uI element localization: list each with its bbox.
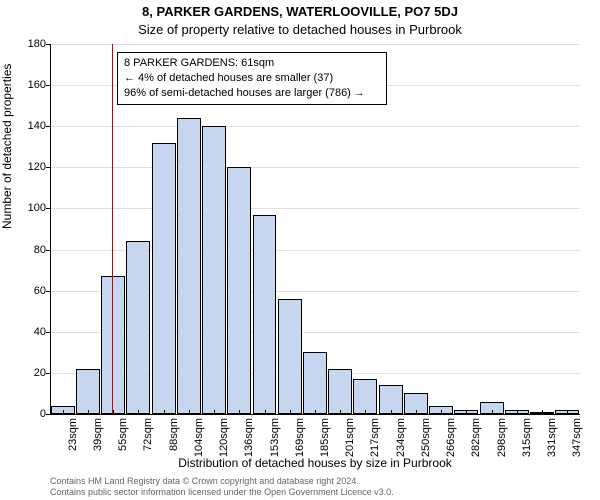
y-axis: 020406080100120140160180 (0, 44, 50, 414)
x-tick-label: 120sqm (218, 418, 230, 457)
x-tick-mark (63, 410, 64, 414)
info-box: 8 PARKER GARDENS: 61sqm← 4% of detached … (117, 52, 387, 105)
y-axis-line (50, 44, 51, 414)
x-tick-mark (567, 410, 568, 414)
x-tick-label: 315sqm (521, 418, 533, 457)
bar-slot (429, 44, 454, 414)
y-tick-label: 80 (6, 244, 46, 256)
x-tick-mark (189, 410, 190, 414)
x-tick-mark (391, 410, 392, 414)
x-tick-mark (164, 410, 165, 414)
x-tick-label: 72sqm (142, 418, 154, 451)
bar-slot (403, 44, 428, 414)
x-tick-mark (517, 410, 518, 414)
x-tick-mark (214, 410, 215, 414)
chart-title: 8, PARKER GARDENS, WATERLOOVILLE, PO7 5D… (0, 4, 600, 19)
x-tick-mark (113, 410, 114, 414)
x-tick-mark (138, 410, 139, 414)
plot-area: 8 PARKER GARDENS: 61sqm← 4% of detached … (50, 44, 580, 414)
y-tick-label: 40 (6, 326, 46, 338)
x-tick-label: 153sqm (269, 418, 281, 457)
bar (152, 143, 176, 414)
x-tick-mark (542, 410, 543, 414)
y-tick-label: 140 (6, 120, 46, 132)
bar-slot (530, 44, 555, 414)
x-tick-mark (315, 410, 316, 414)
y-tick-label: 160 (6, 79, 46, 91)
x-tick-mark (441, 410, 442, 414)
info-box-line: 8 PARKER GARDENS: 61sqm (124, 56, 380, 71)
x-tick-label: 88sqm (168, 418, 180, 451)
x-tick-label: 347sqm (571, 418, 583, 457)
attribution-line: Contains HM Land Registry data © Crown c… (50, 476, 394, 487)
x-tick-label: 136sqm (243, 418, 255, 457)
chart-container: 8, PARKER GARDENS, WATERLOOVILLE, PO7 5D… (0, 0, 600, 500)
y-tick-label: 180 (6, 38, 46, 50)
x-tick-label: 282sqm (470, 418, 482, 457)
x-tick-label: 185sqm (319, 418, 331, 457)
x-tick-label: 266sqm (445, 418, 457, 457)
x-tick-mark (340, 410, 341, 414)
info-box-line: ← 4% of detached houses are smaller (37) (124, 71, 380, 86)
x-tick-label: 201sqm (344, 418, 356, 457)
bar (202, 126, 226, 414)
bar-slot (504, 44, 529, 414)
bar (353, 379, 377, 414)
bar (227, 167, 251, 414)
x-tick-mark (416, 410, 417, 414)
attribution: Contains HM Land Registry data © Crown c… (50, 476, 394, 499)
bar (101, 276, 125, 414)
bar (126, 241, 150, 414)
bar (76, 369, 100, 414)
info-box-line: 96% of semi-detached houses are larger (… (124, 86, 380, 101)
x-tick-mark (290, 410, 291, 414)
x-tick-mark (265, 410, 266, 414)
x-tick-label: 39sqm (92, 418, 104, 451)
bar-slot (50, 44, 75, 414)
x-tick-label: 217sqm (369, 418, 381, 457)
bar-slot (75, 44, 100, 414)
reference-line (112, 44, 113, 414)
bar-slot (479, 44, 504, 414)
bar-slot (555, 44, 580, 414)
attribution-line: Contains public sector information licen… (50, 487, 394, 498)
x-tick-mark (466, 410, 467, 414)
bar (278, 299, 302, 414)
x-tick-mark (88, 410, 89, 414)
x-tick-label: 331sqm (546, 418, 558, 457)
bar (253, 215, 277, 414)
y-tick-label: 20 (6, 367, 46, 379)
x-tick-label: 234sqm (395, 418, 407, 457)
x-tick-mark (365, 410, 366, 414)
bar-slot (454, 44, 479, 414)
x-tick-mark (239, 410, 240, 414)
x-tick-label: 169sqm (294, 418, 306, 457)
chart-subtitle: Size of property relative to detached ho… (0, 22, 600, 37)
x-tick-label: 250sqm (420, 418, 432, 457)
bar (328, 369, 352, 414)
x-tick-label: 23sqm (67, 418, 79, 451)
bar (303, 352, 327, 414)
x-tick-label: 104sqm (193, 418, 205, 457)
x-tick-label: 55sqm (117, 418, 129, 451)
x-tick-mark (492, 410, 493, 414)
y-tick-label: 60 (6, 285, 46, 297)
y-tick-label: 0 (6, 408, 46, 420)
x-axis-label: Distribution of detached houses by size … (50, 456, 580, 470)
bar (177, 118, 201, 414)
y-tick-label: 120 (6, 161, 46, 173)
x-tick-label: 298sqm (496, 418, 508, 457)
y-tick-label: 100 (6, 202, 46, 214)
